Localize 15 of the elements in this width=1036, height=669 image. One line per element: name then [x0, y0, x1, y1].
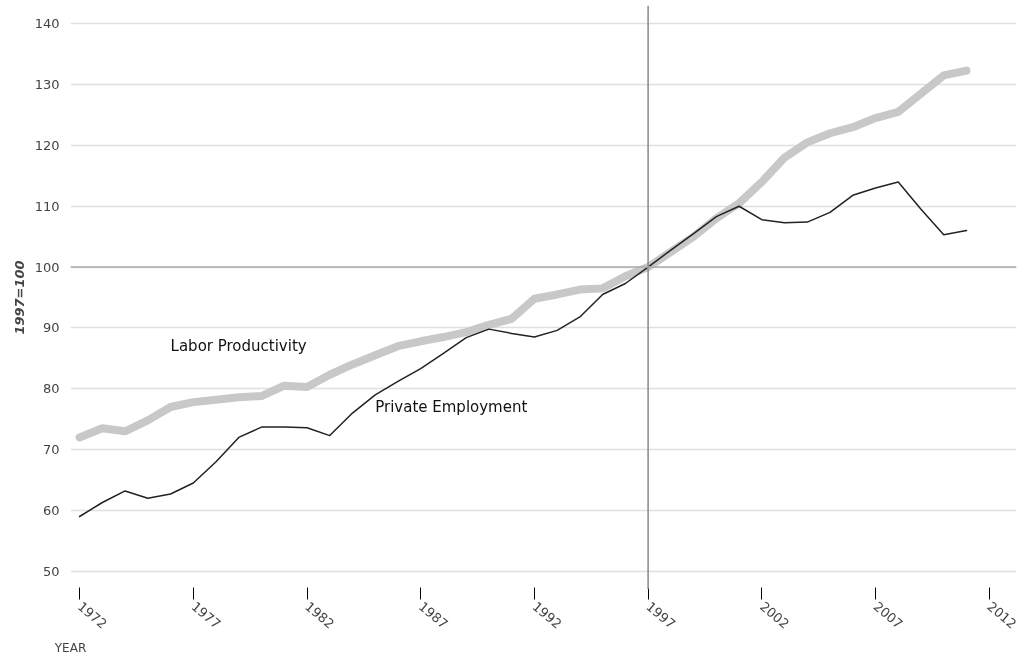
y-tick-label: 100	[34, 259, 60, 275]
x-axis-title: YEAR	[53, 640, 87, 655]
y-tick-label: 140	[34, 16, 60, 32]
y-tick-label: 70	[42, 442, 60, 458]
y-tick-label: 80	[42, 381, 60, 397]
y-tick-label: 50	[42, 563, 60, 579]
y-axis-title: 1997=100	[11, 260, 27, 335]
y-tick-label: 60	[42, 502, 60, 518]
line-series	[78, 181, 968, 518]
y-tick-label: 90	[42, 320, 60, 336]
y-tick-label: 130	[34, 77, 60, 93]
series-label: Labor Productivity	[170, 337, 307, 356]
y-tick-label: 120	[34, 137, 60, 153]
y-tick-label: 110	[34, 198, 60, 214]
series-label: Private Employment	[375, 398, 528, 417]
